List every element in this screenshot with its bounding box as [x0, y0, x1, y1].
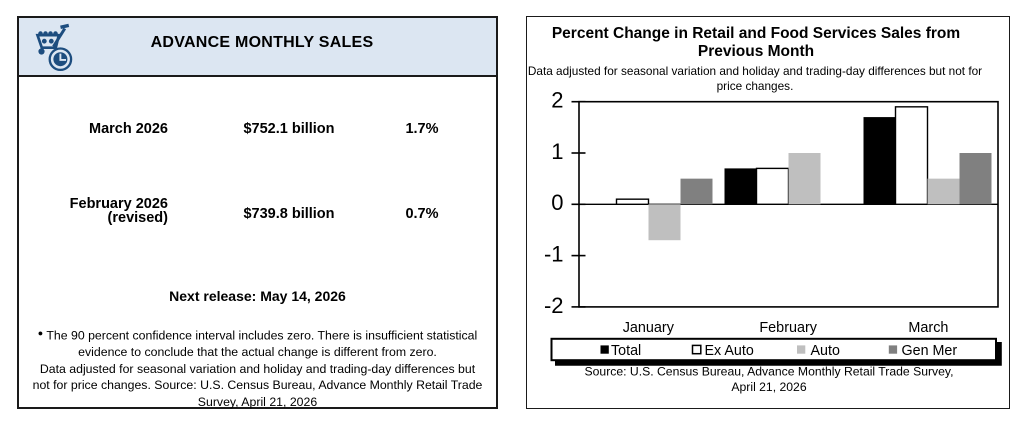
svg-text:January: January: [623, 320, 675, 336]
svg-text:0: 0: [551, 190, 563, 215]
svg-text:April 21, 2026: April 21, 2026: [731, 380, 806, 394]
svg-text:March: March: [908, 320, 948, 336]
svg-text:-2: -2: [544, 293, 564, 318]
svg-text:Auto: Auto: [811, 343, 840, 359]
svg-text:Total: Total: [611, 343, 641, 359]
svg-text:Source: U.S. Census Bureau, Ad: Source: U.S. Census Bureau, Advance Mont…: [585, 365, 954, 379]
svg-text:Ex Auto: Ex Auto: [705, 343, 754, 359]
svg-text:February: February: [759, 320, 817, 336]
svg-text:Gen Mer: Gen Mer: [902, 343, 958, 359]
svg-text:-1: -1: [544, 242, 564, 267]
svg-text:1: 1: [551, 139, 563, 164]
svg-text:2: 2: [551, 88, 563, 113]
